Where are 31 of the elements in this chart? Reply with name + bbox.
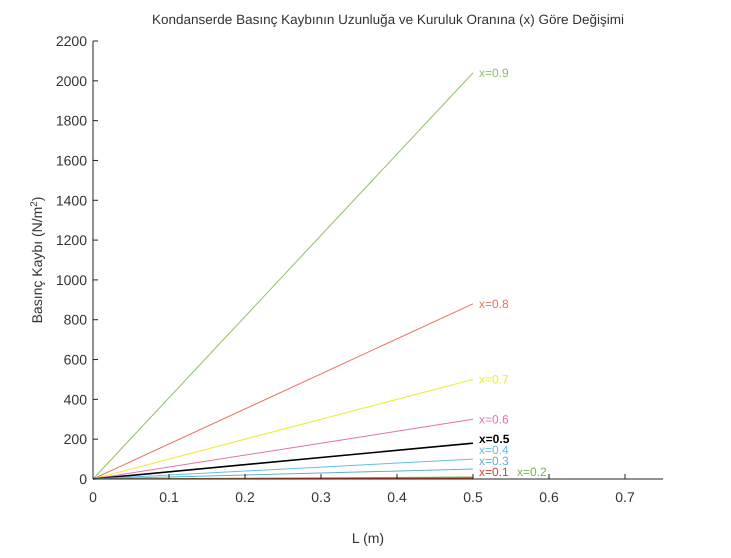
text: x=0.2 bbox=[517, 465, 548, 479]
x-tick-label: 0.6 bbox=[539, 489, 559, 505]
series-label: x=0.6 bbox=[479, 412, 510, 426]
y-tick-label: 200 bbox=[64, 431, 88, 448]
x-tick-label: 0.7 bbox=[615, 489, 635, 505]
y-tick-label: 1000 bbox=[56, 272, 88, 288]
y-tick-label: 1200 bbox=[56, 232, 88, 248]
x-tick-label: 0.2 bbox=[235, 489, 255, 505]
y-tick-label: 1800 bbox=[56, 112, 88, 129]
y-tick-label: 400 bbox=[64, 391, 88, 408]
chart-title: Kondanserde Basınç Kaybının Uzunluğa ve Kuruluk Oranına (x) Göre Değişimi bbox=[152, 12, 624, 27]
x-axis-title: L (m) bbox=[352, 530, 384, 546]
series-label: x=0.9 bbox=[479, 66, 510, 80]
y-tick-label: 0 bbox=[79, 471, 88, 487]
x-tick-label: 0.3 bbox=[311, 489, 331, 505]
series-label: x=0.3 bbox=[479, 454, 510, 468]
series-label: x=0.4 bbox=[479, 443, 510, 457]
y-tick-label: 600 bbox=[64, 352, 88, 368]
y-tick-label: 1400 bbox=[56, 192, 88, 208]
y-tick-label: 2200 bbox=[56, 33, 88, 49]
series-label: x=0.5 bbox=[479, 432, 510, 446]
x-tick-label: 0.1 bbox=[159, 489, 179, 505]
series-label: x=0.8 bbox=[479, 296, 510, 311]
y-tick-label: 800 bbox=[64, 312, 88, 328]
y-tick-label: 1600 bbox=[56, 152, 88, 168]
x-tick-label: 0.4 bbox=[387, 489, 407, 505]
x-tick-label: 0 bbox=[89, 489, 98, 505]
series-label: x=0.1 bbox=[479, 465, 510, 479]
y-tick-label: 2000 bbox=[56, 72, 88, 89]
x-tick-label: 0.5 bbox=[463, 489, 483, 505]
series-label: x=0.7 bbox=[479, 372, 510, 386]
